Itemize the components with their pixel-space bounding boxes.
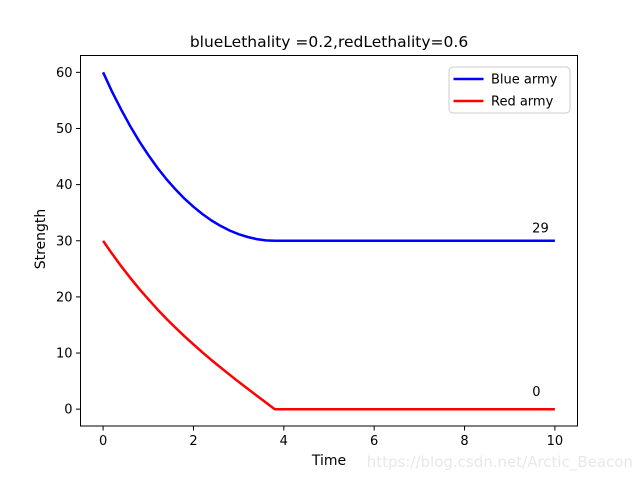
legend-label: Red army xyxy=(491,95,554,110)
legend-entries: Blue army Red army xyxy=(453,73,558,110)
x-tick-label: 8 xyxy=(460,434,468,449)
legend-label: Blue army xyxy=(491,73,558,88)
x-tick-label: 4 xyxy=(280,434,288,449)
annotation-0: 0 xyxy=(532,385,540,400)
x-tick-label: 10 xyxy=(547,434,564,449)
y-tick-label: 40 xyxy=(56,178,73,193)
y-tick-label: 10 xyxy=(56,347,73,362)
x-tick-label: 6 xyxy=(370,434,378,449)
y-tick-label: 60 xyxy=(56,66,73,81)
annotation-29: 29 xyxy=(532,221,549,236)
red-army-line xyxy=(102,240,555,411)
y-tick-label: 20 xyxy=(56,290,73,305)
y-tick-label: 50 xyxy=(56,122,73,137)
axis-ticks: 0 2 4 6 8 10 0 10 20 30 40 50 60 xyxy=(56,66,563,449)
x-axis-label: Time xyxy=(311,453,346,469)
annotations: 29 0 xyxy=(532,221,549,400)
chart-title: blueLethality =0.2,redLethality=0.6 xyxy=(190,33,468,51)
data-series xyxy=(101,71,555,411)
legend: Blue army Red army xyxy=(448,66,571,114)
blue-army-line xyxy=(101,71,555,243)
watermark-text: https://blog.csdn.net/Arctic_Beacon xyxy=(367,453,633,472)
x-tick-label: 2 xyxy=(189,434,197,449)
y-tick-label: 0 xyxy=(64,403,72,418)
y-axis-label: Strength xyxy=(33,209,49,270)
x-tick-label: 0 xyxy=(99,434,107,449)
y-tick-label: 30 xyxy=(56,234,73,249)
